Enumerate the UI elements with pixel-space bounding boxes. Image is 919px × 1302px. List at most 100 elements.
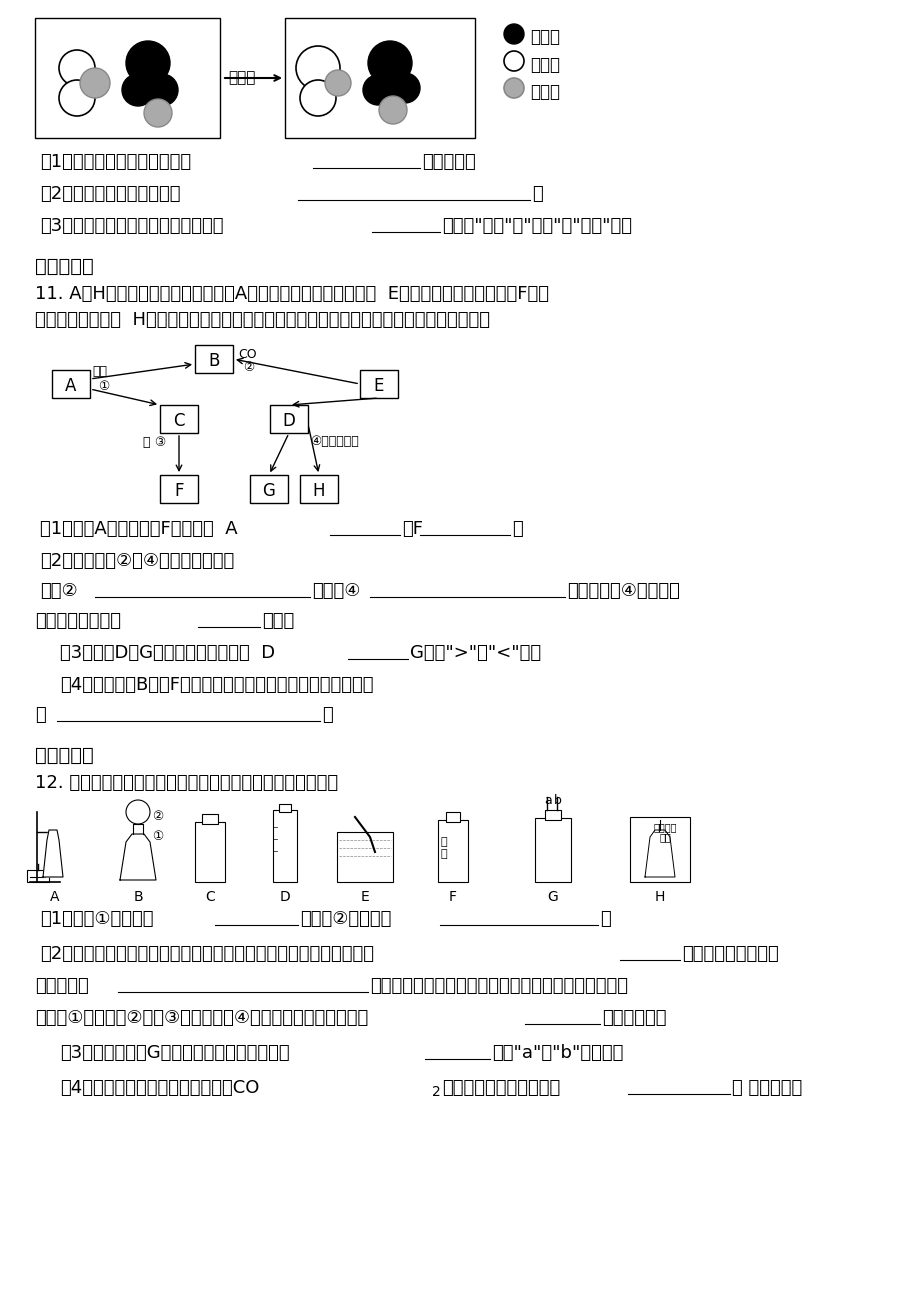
Text: 。: 。 xyxy=(322,706,333,724)
Text: H: H xyxy=(654,891,664,904)
Text: ②: ② xyxy=(243,361,254,374)
Polygon shape xyxy=(119,835,156,880)
Text: ；: ； xyxy=(531,185,542,203)
Text: a: a xyxy=(543,794,551,807)
Text: ④硫酸铜溶液: ④硫酸铜溶液 xyxy=(310,435,358,448)
Text: 2: 2 xyxy=(432,1085,440,1099)
Bar xyxy=(160,405,198,434)
Circle shape xyxy=(504,78,524,98)
Text: 酸: 酸 xyxy=(440,849,448,859)
Text: ，仪器②的名称是: ，仪器②的名称是 xyxy=(300,910,391,928)
Text: 碳原子: 碳原子 xyxy=(529,29,560,46)
Circle shape xyxy=(324,70,351,96)
Circle shape xyxy=(504,51,524,72)
Text: （2）实验室用氯酸钾和二氧化锰为原料制取氧气的气体发生装置应选: （2）实验室用氯酸钾和二氧化锰为原料制取氧气的气体发生装置应选 xyxy=(40,945,374,963)
Text: 基本反应类型中的: 基本反应类型中的 xyxy=(35,612,121,630)
Text: 种氧化物；: 种氧化物； xyxy=(422,154,475,171)
Text: （填编号），化学反: （填编号），化学反 xyxy=(681,945,777,963)
Text: F: F xyxy=(174,482,184,500)
Bar xyxy=(195,822,225,881)
Bar xyxy=(250,475,288,503)
Text: 水: 水 xyxy=(142,436,149,449)
Bar xyxy=(27,870,49,881)
Text: D: D xyxy=(282,411,295,430)
Text: E: E xyxy=(360,891,369,904)
Bar xyxy=(160,475,198,503)
Circle shape xyxy=(59,49,95,86)
Text: （4）少量气体B通入F的溶液中有白色沉淀产生，其化学方程式: （4）少量气体B通入F的溶液中有白色沉淀产生，其化学方程式 xyxy=(60,676,373,694)
Bar xyxy=(300,475,337,503)
Text: ①: ① xyxy=(152,829,163,842)
Text: ，反应④: ，反应④ xyxy=(312,582,360,600)
Bar xyxy=(202,814,218,824)
Circle shape xyxy=(80,68,110,98)
Text: （2）写出反应②、④的化学方程式：: （2）写出反应②、④的化学方程式： xyxy=(40,552,234,570)
Circle shape xyxy=(126,40,170,85)
Text: 于中和酸性土壤，  H的溶液呈浅绿色。它们的转化关系如图所示（反应条件未完全标标出）。: 于中和酸性土壤， H的溶液呈浅绿色。它们的转化关系如图所示（反应条件未完全标标出… xyxy=(35,311,490,329)
Text: G（填">"或"<"）；: G（填">"或"<"）； xyxy=(410,644,540,661)
Text: 12. 下图是实验室制取气体时常用的装置，请回答下列问题。: 12. 下图是实验室制取气体时常用的装置，请回答下列问题。 xyxy=(35,773,338,792)
Text: 11. A～H内初中化学常见物质。已知A属于盐，常用作建筑材料，  E是赤铁矿石的主要成分，F可用: 11. A～H内初中化学常见物质。已知A属于盐，常用作建筑材料， E是赤铁矿石的… xyxy=(35,285,549,303)
Circle shape xyxy=(59,79,95,116)
Bar xyxy=(544,810,561,820)
Text: （1）仪器①的名称是: （1）仪器①的名称是 xyxy=(40,910,153,928)
Circle shape xyxy=(504,23,524,44)
Circle shape xyxy=(122,74,153,105)
Text: 氧原子: 氧原子 xyxy=(529,56,560,74)
Text: （ 填编号）；: （ 填编号）； xyxy=(732,1079,801,1098)
Circle shape xyxy=(300,79,335,116)
Text: （填"a"或"b"）通入；: （填"a"或"b"）通入； xyxy=(492,1044,623,1062)
Text: A: A xyxy=(51,891,60,904)
Text: 催化剂: 催化剂 xyxy=(228,70,255,85)
Bar xyxy=(437,820,468,881)
Circle shape xyxy=(390,73,420,103)
Text: （1）该微观反应过程中出现了: （1）该微观反应过程中出现了 xyxy=(40,154,191,171)
Text: 步骤：①蒸发结晶②过滤③洗涤、烘干④溶解，正确的操作顺序是: 步骤：①蒸发结晶②过滤③洗涤、烘干④溶解，正确的操作顺序是 xyxy=(35,1009,368,1027)
Bar xyxy=(35,18,220,138)
Text: （1）写出A的化学式、F的名称：  A: （1）写出A的化学式、F的名称： A xyxy=(40,519,237,538)
Bar xyxy=(195,345,233,372)
Circle shape xyxy=(379,96,406,124)
Bar xyxy=(269,405,308,434)
Text: ，其中反应④属于四种: ，其中反应④属于四种 xyxy=(566,582,679,600)
Text: b: b xyxy=(553,794,562,807)
Polygon shape xyxy=(644,829,675,878)
Text: 为: 为 xyxy=(35,706,46,724)
Text: A: A xyxy=(65,378,76,395)
Text: （2）该反应的化学方程式为: （2）该反应的化学方程式为 xyxy=(40,185,180,203)
Text: G: G xyxy=(547,891,558,904)
Bar xyxy=(273,810,297,881)
Text: B: B xyxy=(208,352,220,370)
Bar xyxy=(278,805,290,812)
Text: H: H xyxy=(312,482,325,500)
Bar xyxy=(52,370,90,398)
Text: ③: ③ xyxy=(153,436,165,449)
Text: ；: ； xyxy=(512,519,522,538)
Circle shape xyxy=(296,46,340,90)
Text: ，F: ，F xyxy=(402,519,423,538)
Text: CO: CO xyxy=(238,348,256,361)
Text: C: C xyxy=(173,411,185,430)
Circle shape xyxy=(363,76,392,105)
Bar xyxy=(336,832,392,881)
Text: 氢氧化钠: 氢氧化钠 xyxy=(652,822,676,832)
Text: ；: ； xyxy=(599,910,610,928)
Text: 反应②: 反应② xyxy=(40,582,77,600)
Text: ①: ① xyxy=(98,380,109,393)
Text: G: G xyxy=(262,482,275,500)
Text: 三、推断题: 三、推断题 xyxy=(35,256,94,276)
Circle shape xyxy=(144,99,172,128)
Bar xyxy=(446,812,460,822)
Polygon shape xyxy=(43,829,62,878)
Bar xyxy=(630,816,689,881)
Text: （填序号）；: （填序号）； xyxy=(601,1009,665,1027)
Text: C: C xyxy=(205,891,215,904)
Text: 稀: 稀 xyxy=(440,837,448,848)
Text: B: B xyxy=(133,891,142,904)
Bar xyxy=(359,370,398,398)
Text: 溶液: 溶液 xyxy=(658,832,670,842)
Circle shape xyxy=(368,40,412,85)
Text: （3）比较D与G的活泼性强弱关系：  D: （3）比较D与G的活泼性强弱关系： D xyxy=(60,644,275,661)
Circle shape xyxy=(126,799,150,824)
Bar xyxy=(535,818,571,881)
